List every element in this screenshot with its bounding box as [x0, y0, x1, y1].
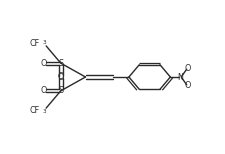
Text: CF: CF [30, 39, 40, 48]
Text: O: O [58, 72, 64, 81]
Text: 3: 3 [43, 40, 46, 45]
Text: O: O [185, 81, 191, 90]
Text: O: O [58, 73, 64, 82]
Text: 3: 3 [43, 109, 46, 114]
Text: S: S [58, 86, 63, 95]
Text: O: O [41, 86, 47, 95]
Text: S: S [58, 59, 63, 68]
Text: O: O [185, 64, 191, 73]
Text: CF: CF [30, 106, 40, 115]
Text: O: O [41, 59, 47, 68]
Text: N: N [178, 73, 183, 81]
